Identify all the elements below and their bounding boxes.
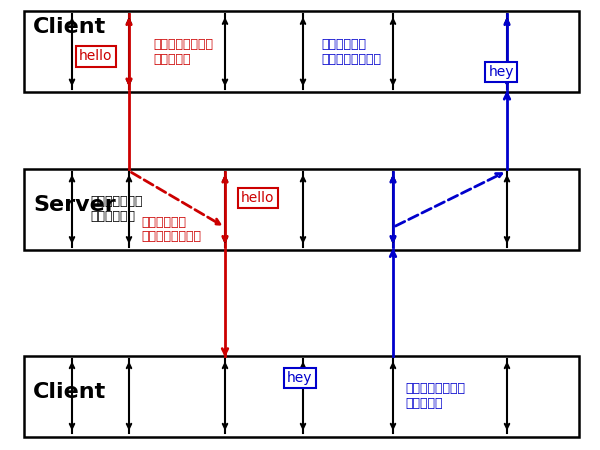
Text: Server: Server	[33, 195, 116, 215]
Bar	[24, 169, 579, 250]
Bar	[24, 356, 579, 436]
Text: 発言があった時は
すぐに接続: 発言があった時は すぐに接続	[405, 382, 465, 410]
Text: Client: Client	[33, 17, 106, 37]
Text: hey: hey	[488, 65, 514, 79]
Text: hey: hey	[287, 371, 313, 385]
Text: Client: Client	[33, 382, 106, 401]
Text: 発言の反映に
タイムロスが発生: 発言の反映に タイムロスが発生	[321, 38, 381, 66]
Text: 発言がない時は
定期的に接続: 発言がない時は 定期的に接続	[90, 195, 143, 223]
Bar	[24, 11, 579, 92]
Text: hello: hello	[79, 49, 113, 63]
Text: hello: hello	[241, 191, 275, 205]
Text: 発言があった時は
すぐに接続: 発言があった時は すぐに接続	[153, 38, 213, 66]
Text: 発言の反映に
タイムロスが発生: 発言の反映に タイムロスが発生	[141, 216, 201, 243]
